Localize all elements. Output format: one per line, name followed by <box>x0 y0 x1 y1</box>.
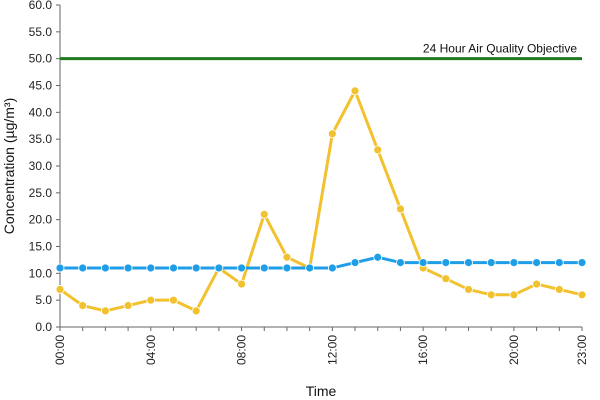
x-axis-title: Time <box>306 383 337 399</box>
series-line-0 <box>58 89 584 313</box>
series-0-point-9 <box>259 209 269 219</box>
series-1-point-20 <box>509 258 519 268</box>
series-1-point-10 <box>282 263 292 273</box>
y-tick-label-0: 0.0 <box>35 320 52 334</box>
series-1-point-23 <box>577 258 587 268</box>
y-tick-label-10: 50.0 <box>29 52 53 66</box>
series-1-point-22 <box>554 258 564 268</box>
series-1-point-4 <box>146 263 156 273</box>
axes <box>56 4 583 331</box>
x-tick-label-6: 23:00 <box>575 335 589 365</box>
series-0-point-14 <box>373 145 383 155</box>
series-0-point-4 <box>146 295 156 305</box>
series-1-point-14 <box>373 252 383 262</box>
series-0-point-19 <box>486 290 496 300</box>
x-tick-label-1: 04:00 <box>144 335 158 365</box>
series-1-point-2 <box>100 263 110 273</box>
tick-labels: 0.0 5.0 10.0 15.0 20.0 25.0 30.0 35.0 40.0 45.0 50… <box>29 0 589 365</box>
reference-line-label: 24 Hour Air Quality Objective <box>423 42 577 56</box>
series-1-point-7 <box>214 263 224 273</box>
series-1-point-9 <box>259 263 269 273</box>
y-tick-label-7: 35.0 <box>29 132 53 146</box>
series-0-point-8 <box>237 279 246 289</box>
x-tick-label-0: 00:00 <box>53 335 67 365</box>
y-tick-label-3: 15.0 <box>29 240 53 254</box>
series-1-point-8 <box>237 263 246 273</box>
y-tick-label-6: 30.0 <box>29 159 53 173</box>
series-1-point-1 <box>78 263 88 273</box>
series-group <box>55 86 587 316</box>
series-0-point-2 <box>100 306 110 316</box>
series-1-point-18 <box>464 258 473 268</box>
series-0-point-1 <box>78 301 88 310</box>
series-0-point-13 <box>350 86 360 96</box>
y-tick-label-4: 20.0 <box>29 213 53 227</box>
y-tick-label-2: 10.0 <box>29 266 53 280</box>
y-tick-label-9: 45.0 <box>29 79 53 93</box>
series-0-point-3 <box>123 301 133 310</box>
series-1-point-15 <box>396 258 405 268</box>
series-1-point-0 <box>55 263 65 273</box>
y-tick-label-11: 55.0 <box>29 25 53 39</box>
x-tick-label-3: 12:00 <box>325 335 339 365</box>
series-1-point-5 <box>169 263 178 273</box>
y-tick-label-8: 40.0 <box>29 105 53 119</box>
series-line-1 <box>58 255 584 270</box>
series-1-point-17 <box>441 258 451 268</box>
series-1-point-19 <box>486 258 496 268</box>
series-1-point-21 <box>532 258 542 268</box>
x-tick-label-2: 08:00 <box>235 335 249 365</box>
series-1-point-13 <box>350 258 360 268</box>
series-0-point-22 <box>554 285 564 294</box>
series-0-point-23 <box>577 290 587 300</box>
series-0-point-6 <box>191 306 201 316</box>
series-0-point-5 <box>169 295 178 305</box>
y-axis-title: Concentration (µg/m³) <box>1 98 17 234</box>
series-0-point-12 <box>327 129 337 139</box>
y-tick-label-5: 25.0 <box>29 186 53 200</box>
series-0-point-10 <box>282 252 292 262</box>
series-1-point-16 <box>418 258 428 268</box>
series-1-point-12 <box>327 263 337 273</box>
series-0-point-17 <box>441 274 451 284</box>
x-tick-label-5: 20:00 <box>507 335 521 365</box>
series-0-point-15 <box>396 204 405 214</box>
series-0-point-21 <box>532 279 542 289</box>
series-1-point-6 <box>191 263 201 273</box>
series-0-point-18 <box>464 285 473 294</box>
series-1-point-3 <box>123 263 133 273</box>
y-tick-label-12: 60.0 <box>29 0 53 12</box>
series-0-point-20 <box>509 290 519 300</box>
series-1-point-11 <box>305 263 315 273</box>
y-tick-label-1: 5.0 <box>35 293 52 307</box>
series-0-point-0 <box>55 285 65 294</box>
x-tick-label-4: 16:00 <box>416 335 430 365</box>
